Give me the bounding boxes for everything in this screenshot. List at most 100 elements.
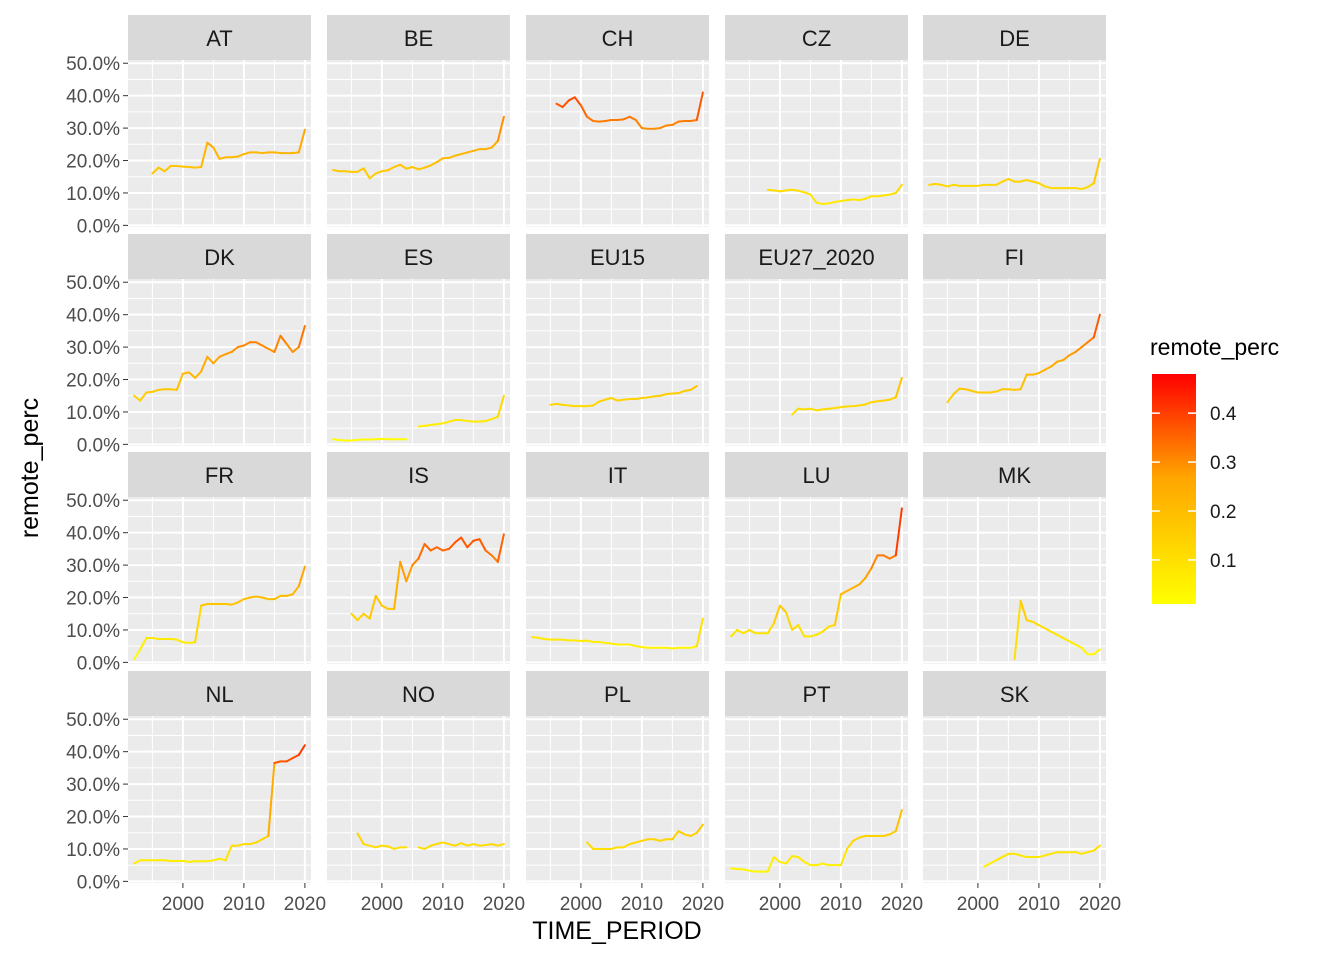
line-segment	[212, 146, 221, 160]
line-segment	[1056, 633, 1065, 640]
line-segment	[218, 156, 227, 160]
plot-background	[725, 497, 908, 664]
facet-strip-label: DE	[999, 26, 1030, 51]
line-segment	[175, 372, 184, 391]
line-segment	[441, 420, 450, 425]
plot-background	[923, 279, 1106, 446]
facet-strip-label: NL	[205, 682, 233, 707]
line-segment	[496, 533, 505, 563]
line-segment	[952, 183, 961, 187]
line-segment	[423, 844, 432, 850]
line-segment	[1074, 643, 1083, 649]
line-segment	[267, 762, 276, 837]
plot-background	[128, 279, 311, 446]
line-segment	[224, 350, 233, 356]
facet-panel-pt: PT	[725, 671, 908, 883]
plot-area	[128, 497, 311, 664]
line-segment	[827, 201, 836, 205]
line-segment	[815, 862, 824, 867]
line-segment	[188, 371, 197, 379]
line-segment	[423, 164, 432, 169]
plot-area	[923, 497, 1106, 664]
line-segment	[653, 394, 662, 398]
line-segment	[1013, 388, 1022, 391]
line-segment	[833, 406, 842, 410]
line-segment	[490, 140, 499, 149]
line-segment	[1044, 627, 1053, 633]
line-segment	[995, 856, 1004, 862]
facet-panel-be: BE	[327, 15, 510, 227]
line-segment	[1092, 157, 1101, 185]
facet-panel-eu15: EU15	[526, 234, 709, 446]
line-segment	[350, 438, 359, 442]
series-line-pt	[730, 809, 903, 873]
line-segment	[803, 191, 812, 196]
line-segment	[206, 141, 215, 149]
line-segment	[230, 601, 239, 606]
line-segment	[665, 646, 674, 650]
line-segment	[285, 342, 294, 353]
line-segment	[423, 543, 432, 552]
line-segment	[472, 148, 481, 152]
line-segment	[882, 554, 891, 560]
line-segment	[435, 546, 444, 552]
line-segment	[175, 638, 184, 644]
series-line-eu27_2020	[791, 376, 903, 416]
line-segment	[261, 151, 270, 155]
line-segment	[567, 96, 576, 102]
line-segment	[291, 585, 300, 596]
line-segment	[870, 554, 879, 570]
plot-area	[725, 716, 908, 883]
line-segment	[537, 636, 546, 641]
line-segment	[261, 344, 270, 350]
line-segment	[236, 598, 245, 604]
line-segment	[206, 355, 215, 365]
line-segment	[1074, 346, 1083, 353]
line-segment	[236, 843, 245, 847]
facet-strip	[526, 452, 709, 497]
line-segment	[748, 869, 757, 873]
line-segment	[1068, 640, 1077, 646]
series-line-fi	[946, 313, 1101, 404]
line-segment	[852, 836, 861, 842]
plot-background	[923, 716, 1106, 883]
line-segment	[151, 637, 160, 641]
line-segment	[958, 387, 967, 391]
legend-tick-label: 0.1	[1210, 551, 1236, 572]
line-segment	[496, 115, 505, 143]
line-segment	[809, 633, 818, 638]
line-segment	[460, 151, 469, 156]
y-tick-label: 20.0%	[66, 152, 120, 173]
plot-area	[128, 60, 311, 227]
line-segment	[472, 538, 481, 542]
line-segment	[1092, 844, 1101, 852]
line-segment	[200, 355, 209, 373]
line-segment	[677, 119, 686, 123]
line-segment	[561, 403, 570, 407]
facet-strip-label: FI	[1005, 245, 1025, 270]
line-segment	[393, 560, 402, 610]
line-segment	[934, 182, 943, 186]
line-segment	[393, 846, 402, 850]
line-segment	[1037, 624, 1046, 630]
line-segment	[429, 843, 438, 847]
y-tick-label: 0.0%	[77, 435, 120, 456]
line-segment	[858, 577, 867, 586]
plot-area	[923, 279, 1106, 446]
line-segment	[261, 596, 270, 601]
line-segment	[448, 154, 457, 159]
line-segment	[531, 636, 540, 639]
line-segment	[478, 538, 487, 552]
line-segment	[267, 347, 276, 353]
line-segment	[730, 628, 739, 638]
line-segment	[791, 188, 800, 192]
plot-background	[526, 716, 709, 883]
series-line-de	[928, 157, 1101, 191]
line-segment	[640, 127, 649, 130]
line-segment	[169, 388, 178, 391]
line-segment	[677, 830, 686, 836]
line-segment	[821, 625, 830, 633]
legend: remote_perc 0.1 0.2 0.3 0.4	[1150, 334, 1279, 604]
line-segment	[224, 844, 233, 862]
line-segment	[555, 402, 564, 406]
